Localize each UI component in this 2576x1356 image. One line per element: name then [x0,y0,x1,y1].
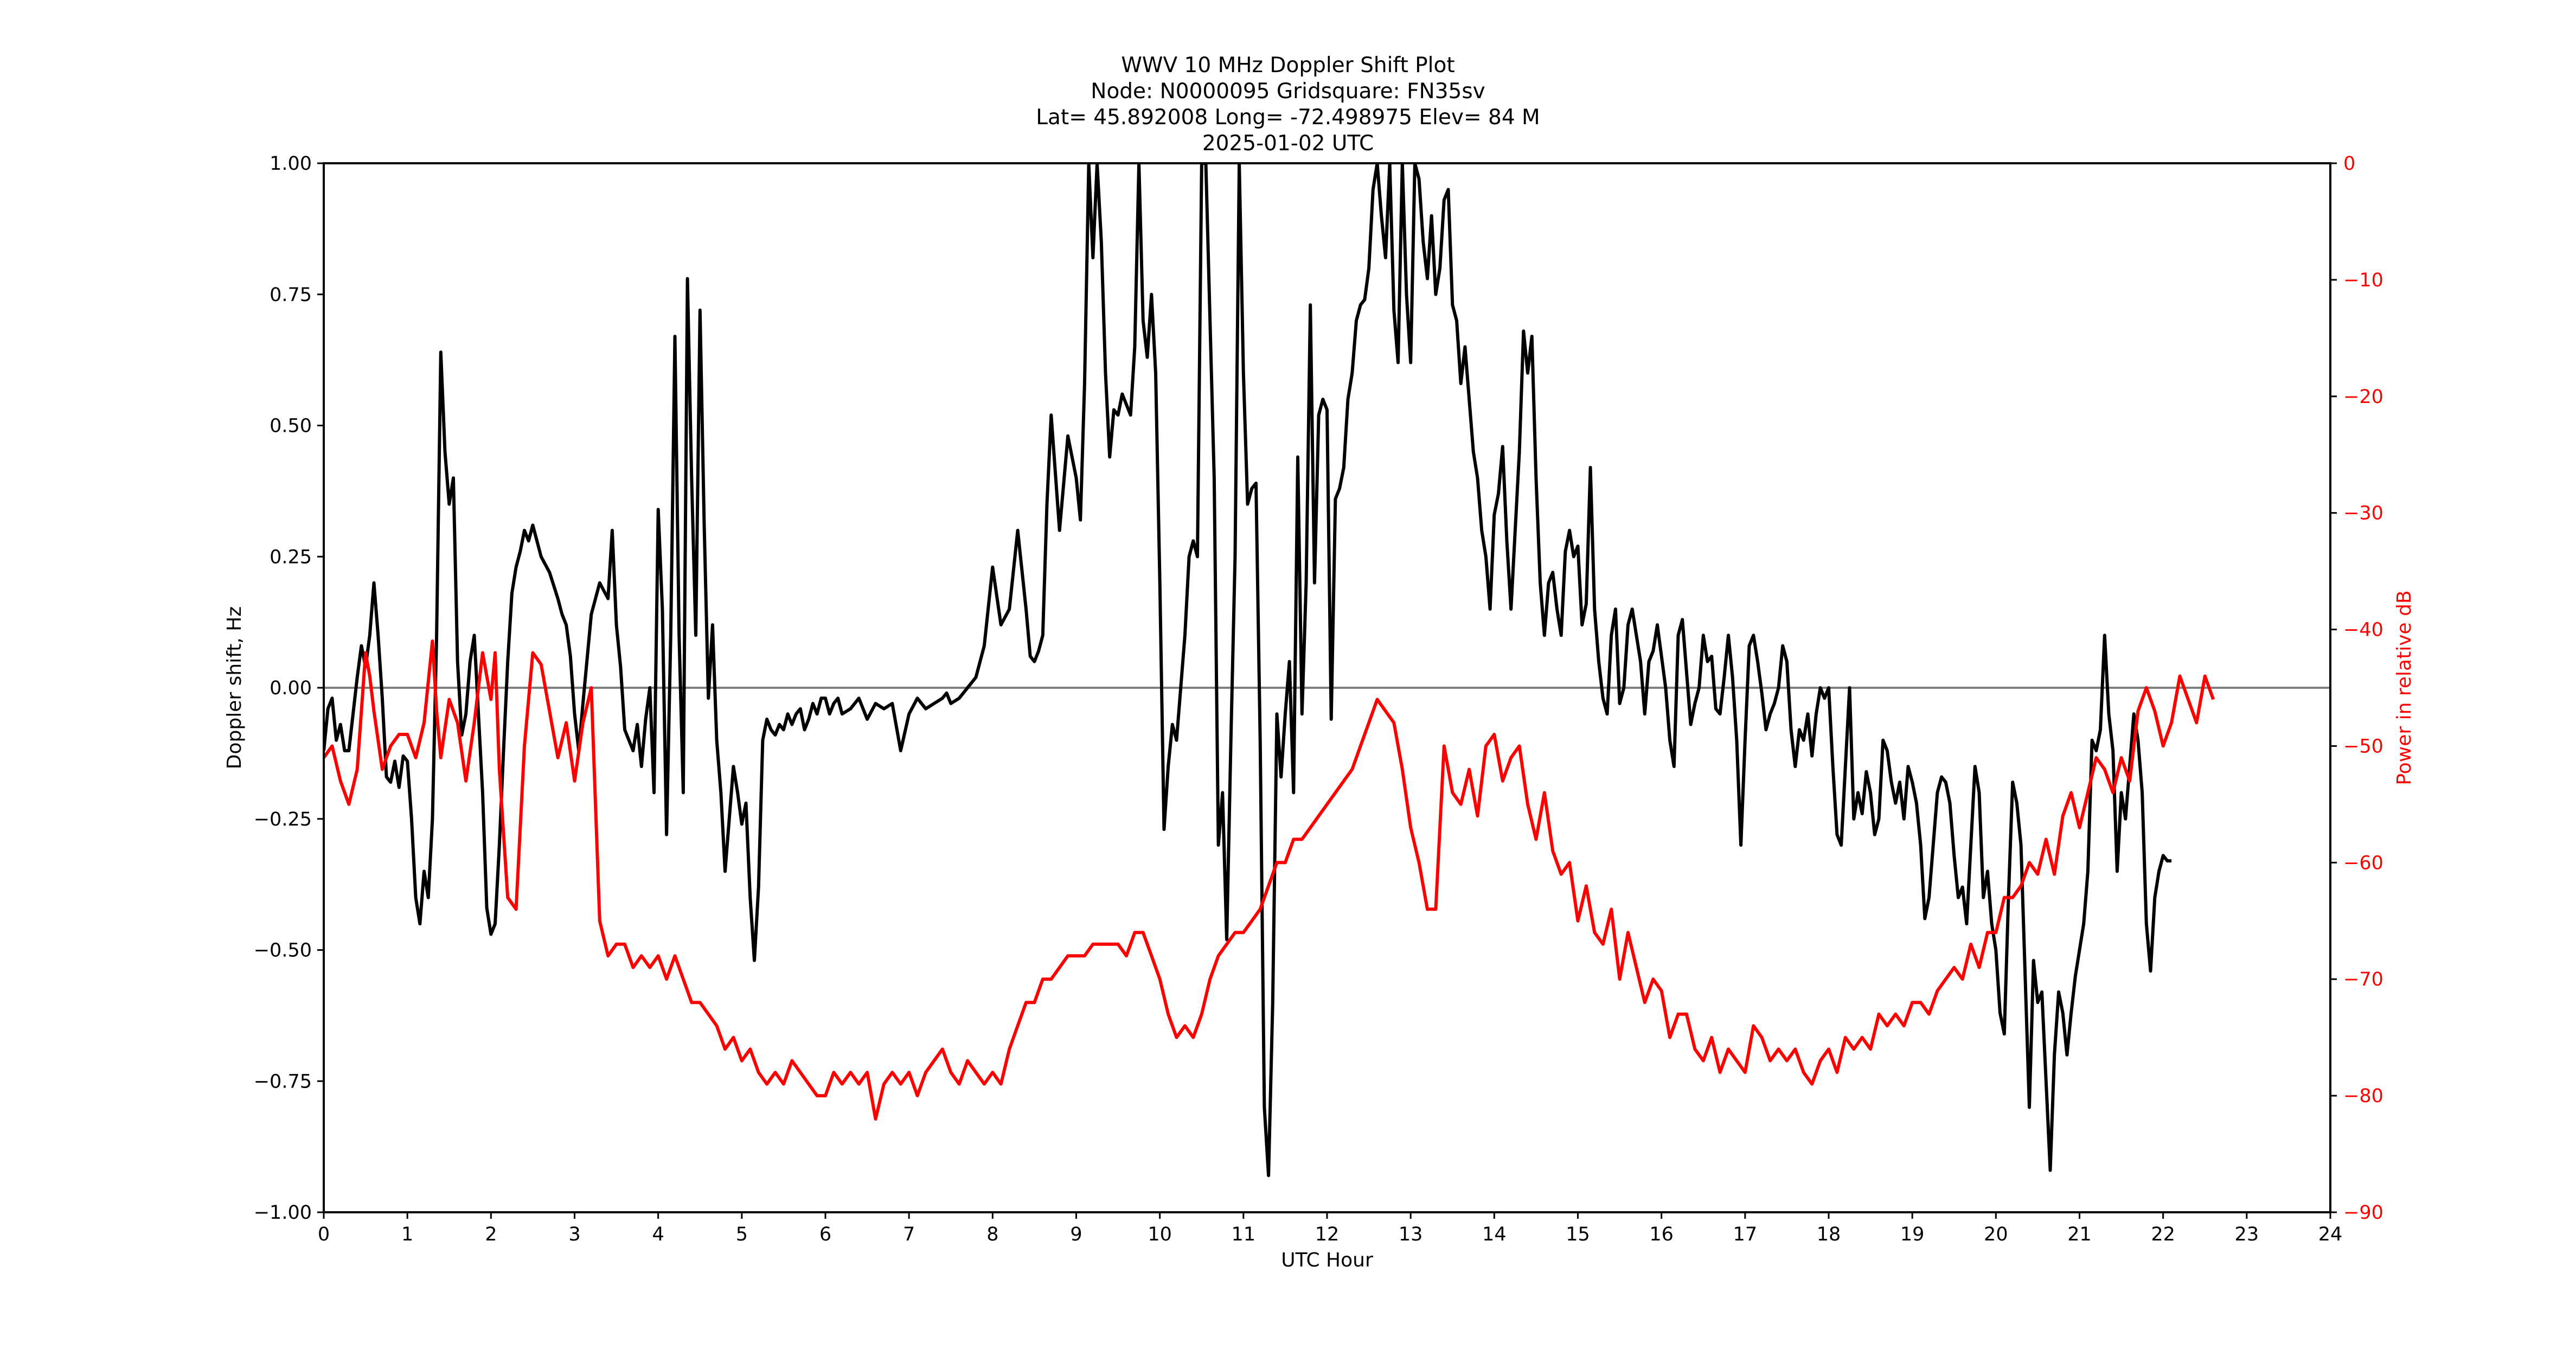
y-axis-label: Doppler shift, Hz [223,606,246,769]
x-tick-label: 6 [819,1224,831,1245]
data-series [324,163,2215,1178]
y-tick-label: 0.25 [270,546,312,568]
y2-tick-label: −90 [2343,1202,2383,1224]
y2-tick-label: −10 [2343,270,2383,291]
y-tick-label: −0.75 [254,1071,312,1092]
x-tick-label: 14 [1482,1224,1507,1245]
chart-title: WWV 10 MHz Doppler Shift Plot [1121,53,1455,78]
x-tick-label: 20 [1984,1224,2008,1245]
x-tick-label: 15 [1566,1224,1590,1245]
x-tick-label: 8 [986,1224,998,1245]
y-tick-label: −0.50 [254,940,312,962]
y-axis-ticks: 1.00 0.75 0.50 0.25 0.00 −0.25 −0.50 −0.75 −1.00 [254,153,324,1224]
y-tick-label: 0.50 [270,415,312,437]
x-tick-label: 5 [736,1224,748,1245]
doppler-line [324,163,2172,1178]
y2-tick-label: −50 [2343,735,2383,757]
x-axis-ticks: 0 1 2 3 4 5 6 7 8 9 10 11 12 13 14 15 16 17 18 19 20 21 22 23 24 [318,1212,2342,1245]
y2-axis-ticks: 0 −10 −20 −30 −40 −50 −60 −70 −80 −90 [2330,153,2383,1224]
x-tick-label: 11 [1232,1224,1256,1245]
x-tick-label: 24 [2318,1224,2343,1245]
x-tick-label: 4 [652,1224,664,1245]
x-tick-label: 18 [1817,1224,1841,1245]
y2-axis-label: Power in relative dB [2393,590,2415,785]
y2-tick-label: −20 [2343,386,2383,408]
y-tick-label: −0.25 [254,809,312,830]
x-tick-label: 19 [1900,1224,1925,1245]
x-tick-label: 3 [568,1224,580,1245]
y2-tick-label: −30 [2343,503,2383,525]
power-line [324,639,2215,1121]
x-tick-label: 17 [1733,1224,1758,1245]
chart-subtitle-location: Lat= 45.892008 Long= -72.498975 Elev= 84… [1036,105,1540,130]
x-tick-label: 16 [1649,1224,1674,1245]
chart-subtitle-date: 2025-01-02 UTC [1202,131,1374,156]
y2-tick-label: −80 [2343,1085,2383,1107]
x-tick-label: 9 [1070,1224,1082,1245]
x-tick-label: 22 [2151,1224,2175,1245]
x-tick-label: 10 [1148,1224,1172,1245]
y-tick-label: 0.00 [270,677,312,699]
y-tick-label: 0.75 [270,284,312,306]
x-tick-label: 2 [485,1224,497,1245]
x-tick-label: 21 [2067,1224,2092,1245]
x-tick-label: 0 [318,1224,330,1245]
x-axis-label: UTC Hour [1281,1249,1373,1271]
x-tick-label: 7 [903,1224,915,1245]
chart-subtitle-node: Node: N0000095 Gridsquare: FN35sv [1091,79,1485,104]
y2-tick-label: 0 [2343,153,2355,175]
y2-tick-label: −40 [2343,619,2383,641]
x-tick-label: 23 [2235,1224,2259,1245]
x-tick-label: 13 [1399,1224,1423,1245]
y2-tick-label: −70 [2343,969,2383,990]
y-tick-label: 1.00 [270,153,312,175]
x-tick-label: 12 [1315,1224,1340,1245]
x-tick-label: 1 [401,1224,413,1245]
y2-tick-label: −60 [2343,852,2383,874]
y-tick-label: −1.00 [254,1202,312,1224]
